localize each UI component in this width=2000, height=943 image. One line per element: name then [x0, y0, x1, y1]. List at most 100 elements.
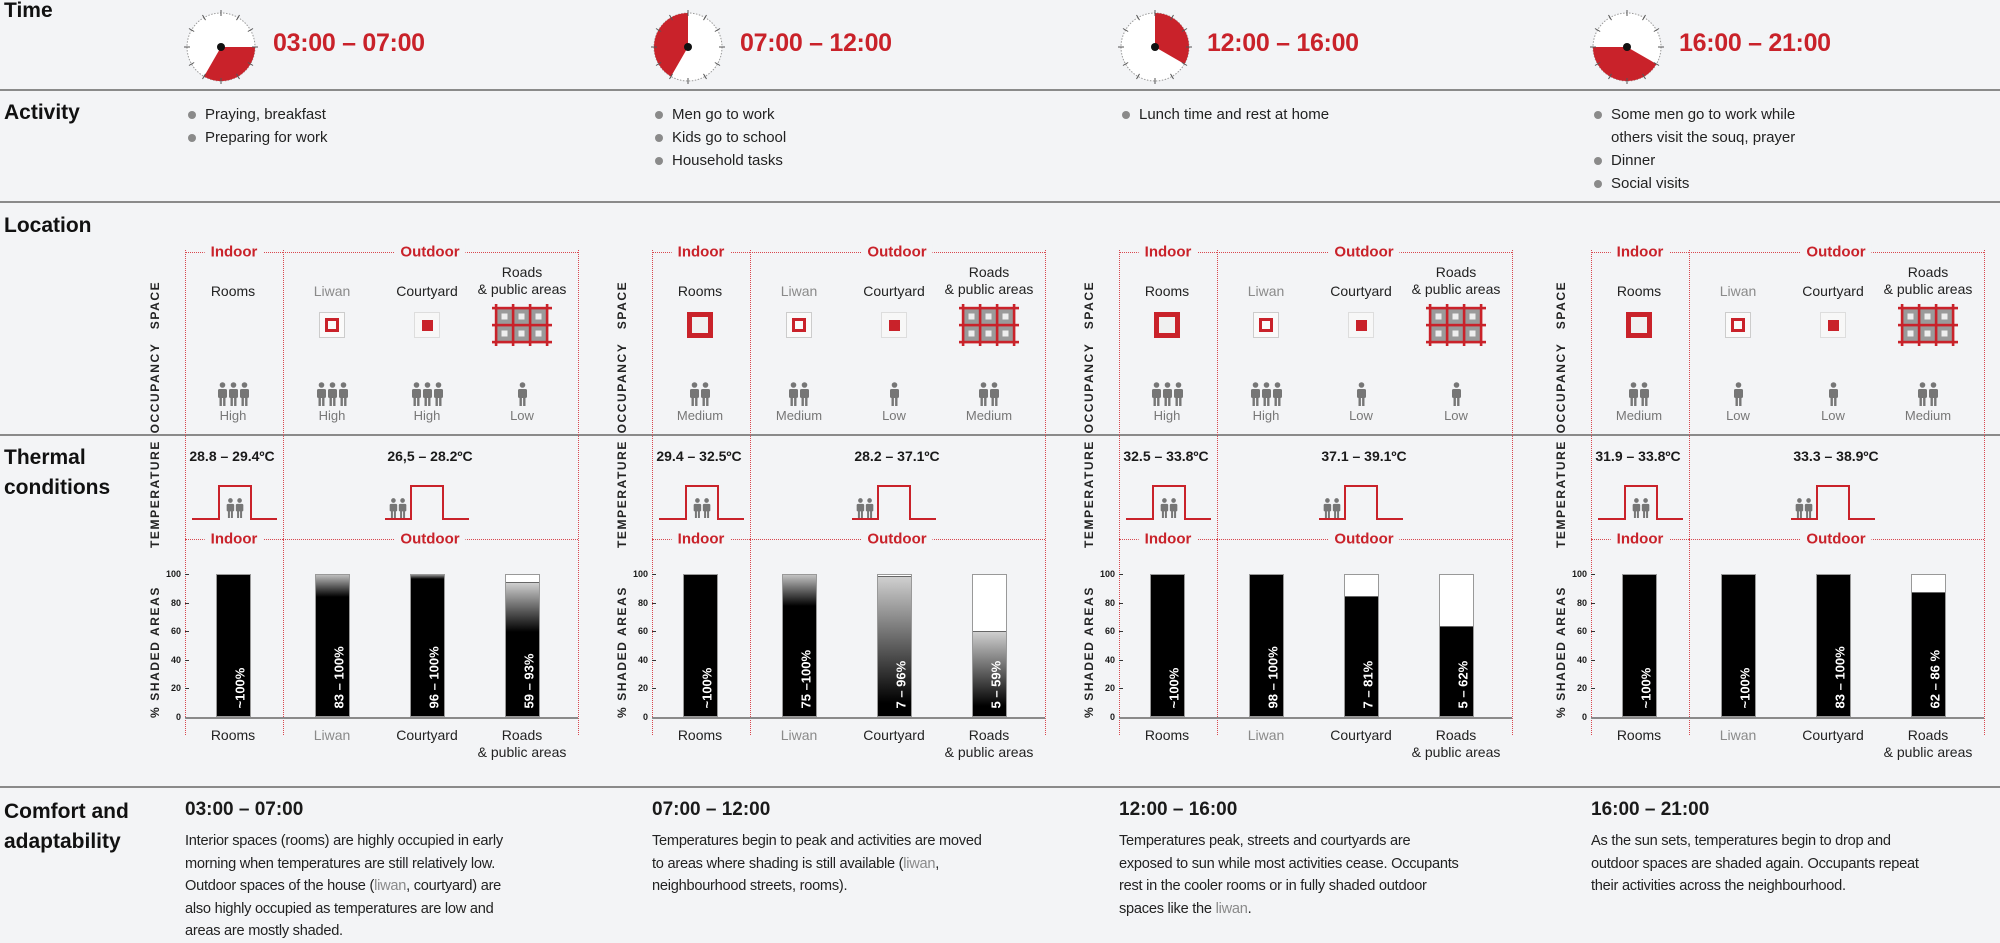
bar-solid-segment [1911, 593, 1945, 716]
time-range-label: 03:00 – 07:00 [273, 29, 425, 57]
row-title-time: Time [4, 0, 53, 22]
y-tick-mark [1591, 574, 1595, 575]
bar-boundary [1439, 626, 1473, 628]
people-icon [1828, 382, 1838, 406]
liwan-space-icon [1253, 312, 1279, 338]
indoor-temperature-step-icon [1598, 485, 1875, 520]
shaded-area-bar [215, 574, 251, 717]
category-line: Roads [968, 727, 1010, 743]
people-icon [1356, 382, 1366, 406]
bullet-icon [1594, 157, 1602, 165]
activity-item: Lunch time and rest at home [1122, 103, 1329, 126]
people-icon [693, 498, 711, 518]
comfort-text: their activities across the neighbourhoo… [1591, 878, 1846, 894]
comfort-line: to areas where shading is still availabl… [652, 853, 982, 876]
category-line: Courtyard [863, 727, 925, 743]
occupancy-level: Medium [676, 408, 724, 423]
people-icon [1451, 382, 1461, 406]
people-icon [389, 498, 407, 518]
roads-grid-icon [959, 304, 1019, 346]
comfort-text: Outdoor spaces of the house ( [185, 878, 375, 894]
people-icon [517, 382, 527, 406]
comfort-period-title: 07:00 – 12:00 [652, 799, 771, 820]
space-name: Rooms [1617, 283, 1661, 300]
comfort-description: As the sun sets, temperatures begin to d… [1591, 830, 1919, 898]
outdoor-label: Outdoor [861, 243, 933, 261]
space-name: Liwan [1248, 283, 1285, 300]
clock-icon [1590, 10, 1664, 84]
outdoor-temperature: 26,5 – 28.2ºC [387, 448, 473, 464]
activity-item: Kids go to school [655, 126, 786, 149]
y-tick-label: 60 [1104, 626, 1115, 637]
comfort-text: Temperatures begin to peak and activitie… [652, 833, 982, 849]
row-title-thermal: Thermal conditions [4, 443, 110, 503]
y-tick-mark [652, 631, 656, 633]
comfort-line: Outdoor spaces of the house (liwan, cour… [185, 875, 503, 898]
people-icon [226, 498, 244, 518]
bar-solid-segment [1622, 575, 1656, 716]
comfort-line: Interior spaces (rooms) are highly occup… [185, 830, 503, 853]
comfort-text: Interior spaces (rooms) are highly occup… [185, 833, 503, 849]
zone-divider [1984, 250, 1985, 735]
y-tick-mark [652, 688, 656, 690]
occupancy-level: High [413, 408, 441, 423]
y-tick-mark [1591, 688, 1595, 690]
category-line: Rooms [1144, 727, 1190, 743]
people-icon [1795, 498, 1813, 518]
roads-grid-icon [492, 304, 552, 346]
bar-value-label: 62 – 86 % [1927, 649, 1943, 709]
y-tick-label: 80 [170, 597, 181, 608]
courtyard-space-icon [1820, 312, 1846, 338]
comfort-period-title: 03:00 – 07:00 [185, 799, 304, 820]
space-name-line: Roads [1907, 264, 1949, 280]
people-icon [1160, 498, 1178, 518]
shaded-area-bar [971, 574, 1007, 717]
y-tick-label: 100 [632, 569, 648, 579]
people-icon [979, 382, 999, 406]
x-axis-line [185, 717, 578, 719]
zone-divider [1512, 250, 1513, 735]
shaded-area-bar [409, 574, 445, 717]
y-tick-label: 40 [637, 654, 648, 665]
activity-item: Household tasks [655, 149, 786, 172]
indoor-temperature: 31.9 – 33.8ºC [1595, 448, 1681, 464]
shaded-area-bar [781, 574, 817, 717]
occupancy-axis-label: OCCUPANCY [1554, 342, 1568, 434]
bar-solid-segment [877, 703, 911, 716]
indoor-temperature: 29.4 – 32.5ºC [656, 448, 742, 464]
comfort-text: , courtyard) are [406, 878, 502, 894]
y-tick-label: 20 [637, 683, 648, 694]
outdoor-label: Outdoor [394, 530, 466, 548]
space-name: Liwan [781, 283, 818, 300]
comfort-line: neighbourhood streets, rooms). [652, 875, 982, 898]
activity-text: Kids go to school [672, 129, 787, 146]
courtyard-space-icon [881, 312, 907, 338]
liwan-space-icon [786, 312, 812, 338]
space-name-line: Courtyard [1802, 283, 1864, 299]
shaded-area-bar [1438, 574, 1474, 717]
indoor-label: Indoor [1610, 243, 1670, 261]
y-tick-label: 80 [1104, 597, 1115, 608]
bar-solid-segment [1344, 597, 1378, 716]
shaded-area-bar [1720, 574, 1756, 717]
bar-solid-segment [683, 575, 717, 716]
people-icon [1629, 382, 1649, 406]
shaded-area-bar [876, 574, 912, 717]
category-line: & public areas [944, 744, 1034, 760]
occupancy-level: Low [1349, 408, 1373, 423]
comfort-text: areas are mostly shaded. [185, 923, 343, 939]
roads-grid-icon [1426, 304, 1486, 346]
shaded-area-bar [504, 574, 540, 717]
people-icon [1733, 382, 1743, 406]
zone-divider [1591, 250, 1592, 735]
comfort-line: spaces like the liwan. [1119, 898, 1459, 921]
category-line: Rooms [210, 727, 256, 743]
time-range-label: 12:00 – 16:00 [1207, 29, 1359, 57]
clock-time-wedge [1593, 47, 1657, 82]
y-tick-label: 40 [1104, 654, 1115, 665]
activity-text: Social visits [1611, 175, 1690, 192]
outdoor-label: Outdoor [394, 243, 466, 261]
category-line: Rooms [677, 727, 723, 743]
